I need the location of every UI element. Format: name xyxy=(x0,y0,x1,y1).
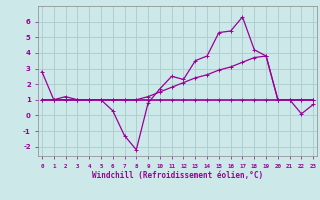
X-axis label: Windchill (Refroidissement éolien,°C): Windchill (Refroidissement éolien,°C) xyxy=(92,171,263,180)
